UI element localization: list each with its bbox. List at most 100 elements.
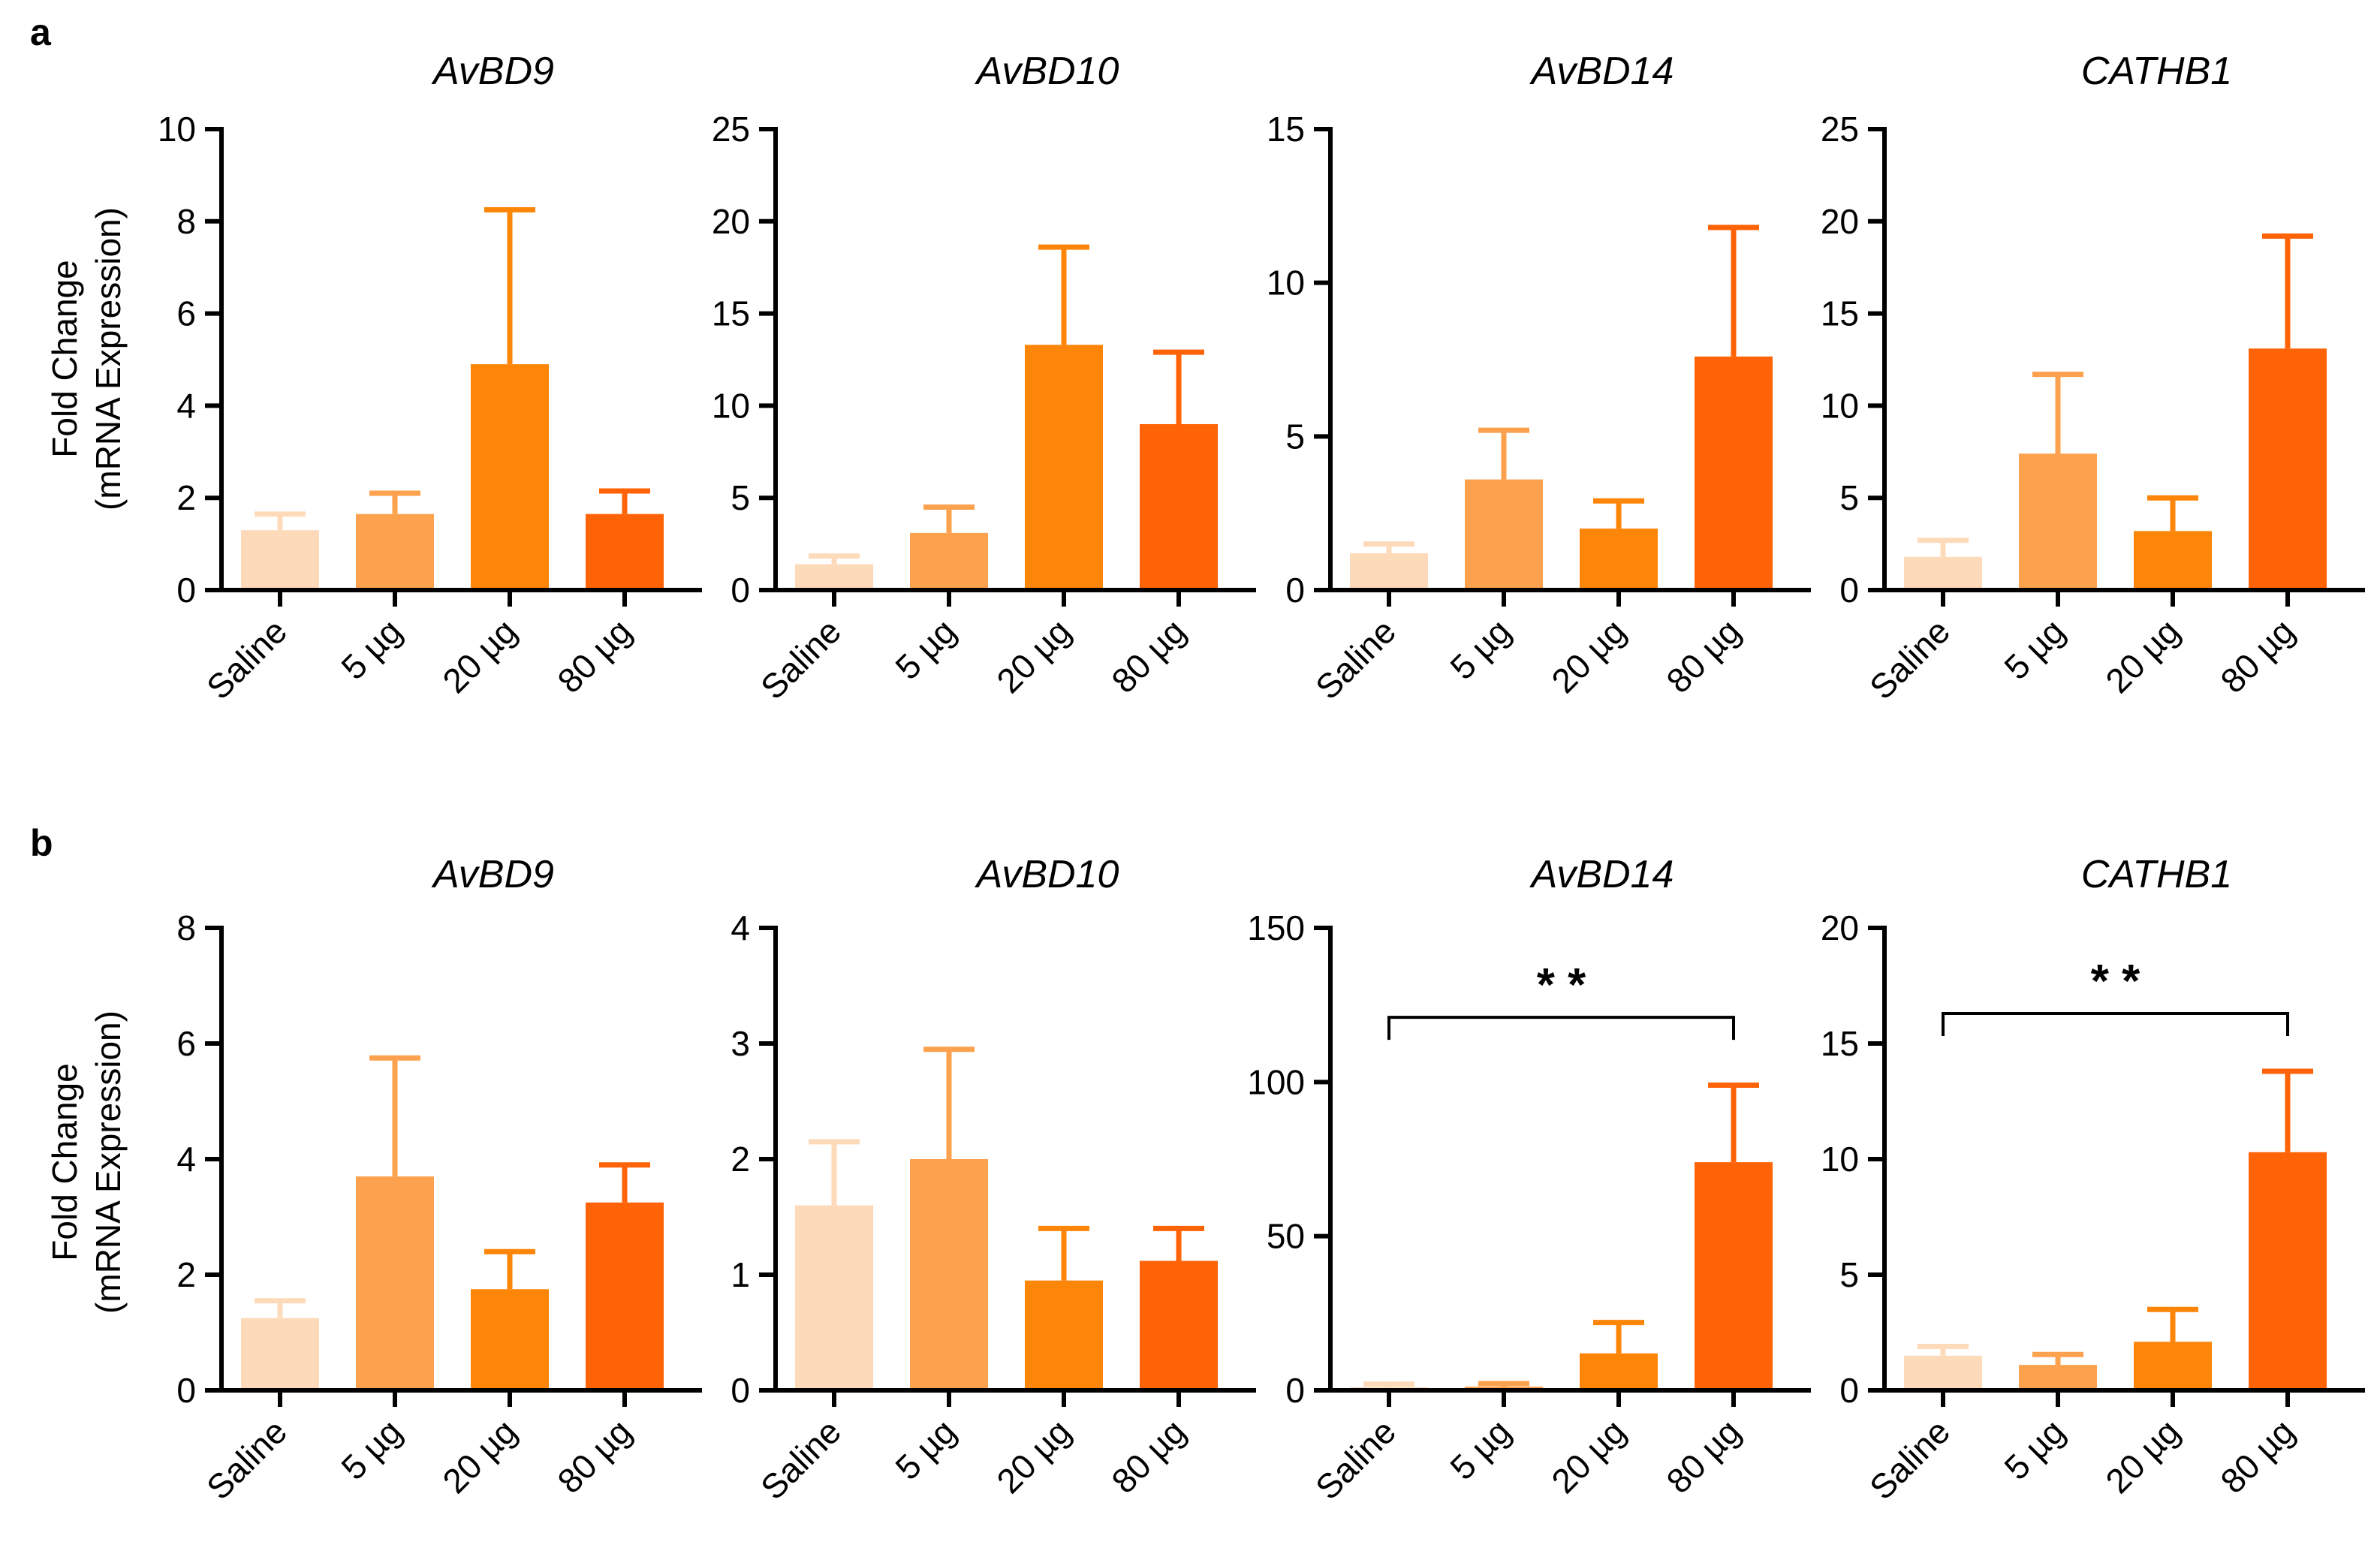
y-tick-label-a-avbd14-3: 15 [1267, 110, 1305, 149]
y-tick-label-a-avbd10-0: 0 [731, 571, 750, 610]
bar-a-cathb1-1 [2019, 453, 2097, 590]
x-tick-label-b-avbd10-0: Saline [753, 1411, 848, 1507]
x-tick-label-a-avbd10-0: Saline [753, 611, 848, 706]
y-tick-label-b-cathb1-4: 20 [1821, 908, 1859, 947]
y-tick-label-a-cathb1-0: 0 [1839, 571, 1859, 610]
x-tick-label-a-cathb1-2: 20 µg [2098, 611, 2187, 700]
chart-b-avbd14: AvBD14 0 50 100 150 Saline 5 µg 20 µg 80 µg * * [1247, 853, 1811, 1507]
bar-a-avbd9-2 [471, 364, 549, 590]
bar-b-avbd10-1 [910, 1159, 988, 1390]
row-a-ylabel-line2: (mRNA Expression) [89, 207, 128, 510]
x-tick-label-b-avbd9-1: 5 µg [333, 1411, 409, 1487]
y-tick-label-b-avbd10-1: 1 [731, 1255, 750, 1294]
panel-label-b: b [30, 822, 53, 864]
x-tick-label-a-avbd14-3: 80 µg [1658, 611, 1748, 700]
row-a-ylabel-line1: Fold Change [45, 260, 84, 457]
x-tick-label-a-avbd9-0: Saline [199, 611, 294, 706]
bar-a-cathb1-0 [1904, 556, 1982, 590]
bar-b-avbd9-1 [356, 1176, 434, 1390]
bar-a-avbd14-2 [1580, 529, 1658, 590]
y-tick-label-b-cathb1-0: 0 [1839, 1371, 1859, 1410]
chart-a-avbd9: AvBD9 0 2 4 6 8 10 Saline 5 µg 20 µg 80 µg [158, 50, 702, 706]
y-tick-label-a-avbd10-4: 20 [712, 202, 750, 241]
bar-a-cathb1-3 [2249, 348, 2327, 590]
x-tick-label-a-avbd9-3: 80 µg [550, 611, 639, 700]
bar-b-cathb1-2 [2134, 1342, 2212, 1390]
bar-b-cathb1-0 [1904, 1355, 1982, 1390]
y-tick-label-a-avbd10-3: 15 [712, 294, 750, 333]
x-tick-label-a-avbd10-3: 80 µg [1104, 611, 1193, 700]
significance-label-b-avbd14: * * [1537, 959, 1586, 1011]
y-tick-label-b-avbd14-3: 150 [1247, 908, 1305, 947]
chart-title-b-cathb1: CATHB1 [2081, 853, 2232, 896]
chart-b-cathb1: CATHB1 0 5 10 15 20 Saline 5 µg 20 µg 80 µg * * [1821, 853, 2365, 1507]
bar-a-cathb1-2 [2134, 531, 2212, 590]
panel-label-a: a [30, 11, 52, 53]
chart-title-a-avbd14: AvBD14 [1529, 50, 1674, 93]
x-tick-label-a-avbd9-2: 20 µg [435, 611, 524, 700]
chart-title-a-avbd10: AvBD10 [975, 50, 1119, 93]
y-tick-label-a-cathb1-3: 15 [1821, 294, 1859, 333]
x-tick-label-a-avbd14-1: 5 µg [1442, 611, 1518, 687]
x-tick-label-a-cathb1-0: Saline [1862, 611, 1957, 706]
chart-a-cathb1: CATHB1 0 5 10 15 20 25 Saline 5 µg 20 µg 80 µg [1821, 50, 2365, 706]
significance-bracket-b-avbd14 [1387, 1016, 1735, 1041]
chart-title-a-cathb1: CATHB1 [2081, 50, 2232, 93]
y-tick-label-b-avbd9-1: 2 [176, 1255, 196, 1294]
y-tick-label-a-cathb1-4: 20 [1821, 202, 1859, 241]
y-tick-label-b-avbd14-0: 0 [1285, 1371, 1305, 1410]
bar-a-avbd10-2 [1025, 345, 1103, 590]
bar-a-avbd14-1 [1465, 479, 1543, 590]
y-tick-label-a-avbd10-5: 25 [712, 110, 750, 149]
bar-b-cathb1-1 [2019, 1365, 2097, 1390]
y-tick-label-b-avbd9-0: 0 [176, 1371, 196, 1410]
bar-b-cathb1-3 [2249, 1152, 2327, 1390]
y-tick-label-b-cathb1-1: 5 [1839, 1255, 1859, 1294]
row-b-ylabel-line1: Fold Change [45, 1063, 84, 1260]
x-tick-label-b-cathb1-0: Saline [1862, 1411, 1957, 1507]
y-tick-label-a-avbd9-1: 2 [176, 478, 196, 517]
x-tick-label-b-avbd9-3: 80 µg [550, 1411, 639, 1501]
y-tick-label-a-avbd9-2: 4 [176, 386, 196, 425]
significance-bracket-b-cathb1 [1942, 1011, 2289, 1036]
chart-title-b-avbd10: AvBD10 [975, 853, 1119, 896]
y-tick-label-a-avbd10-1: 5 [731, 478, 750, 517]
bar-b-avbd14-2 [1580, 1353, 1658, 1390]
bar-b-avbd10-2 [1025, 1280, 1103, 1390]
bar-b-avbd14-3 [1695, 1162, 1773, 1390]
y-tick-label-b-avbd10-0: 0 [731, 1371, 750, 1410]
y-tick-label-a-cathb1-2: 10 [1821, 386, 1859, 425]
bar-a-avbd14-0 [1350, 553, 1428, 590]
chart-b-avbd10: AvBD10 0 1 2 3 4 Saline 5 µg 20 µg 80 µg [731, 853, 1256, 1507]
x-tick-label-b-avbd10-1: 5 µg [887, 1411, 963, 1487]
x-tick-label-a-avbd14-0: Saline [1308, 611, 1403, 706]
bar-a-avbd9-0 [241, 530, 319, 590]
y-tick-label-b-avbd9-3: 6 [176, 1024, 196, 1063]
x-tick-label-b-avbd14-1: 5 µg [1442, 1411, 1518, 1487]
bar-b-avbd9-2 [471, 1289, 549, 1390]
y-tick-label-b-avbd10-4: 4 [731, 908, 750, 947]
x-tick-label-a-cathb1-1: 5 µg [1996, 611, 2072, 687]
chart-title-a-avbd9: AvBD9 [431, 50, 554, 93]
significance-label-b-cathb1: * * [2091, 956, 2140, 1007]
x-tick-label-b-avbd10-3: 80 µg [1104, 1411, 1193, 1501]
x-tick-label-a-avbd10-1: 5 µg [887, 611, 963, 687]
y-tick-label-a-avbd9-0: 0 [176, 571, 196, 610]
bar-b-avbd9-0 [241, 1318, 319, 1390]
bar-a-avbd10-3 [1140, 423, 1218, 590]
bar-a-avbd10-1 [910, 532, 988, 590]
chart-a-avbd10: AvBD10 0 5 10 15 20 25 Saline 5 µg 20 µg 80 µg [712, 50, 1256, 706]
x-tick-label-b-cathb1-3: 80 µg [2213, 1411, 2302, 1501]
y-tick-label-b-avbd14-1: 50 [1267, 1217, 1305, 1256]
y-tick-label-b-avbd9-2: 4 [176, 1140, 196, 1179]
y-tick-label-a-avbd14-1: 5 [1285, 417, 1305, 456]
y-tick-label-a-avbd9-3: 6 [176, 294, 196, 333]
x-tick-label-b-avbd14-0: Saline [1308, 1411, 1403, 1507]
y-tick-label-a-avbd14-0: 0 [1285, 571, 1305, 610]
row-b-ylabel-line2: (mRNA Expression) [89, 1010, 128, 1314]
x-tick-label-a-cathb1-3: 80 µg [2213, 611, 2302, 700]
y-tick-label-b-cathb1-2: 10 [1821, 1140, 1859, 1179]
y-tick-label-a-avbd14-2: 10 [1267, 264, 1305, 303]
